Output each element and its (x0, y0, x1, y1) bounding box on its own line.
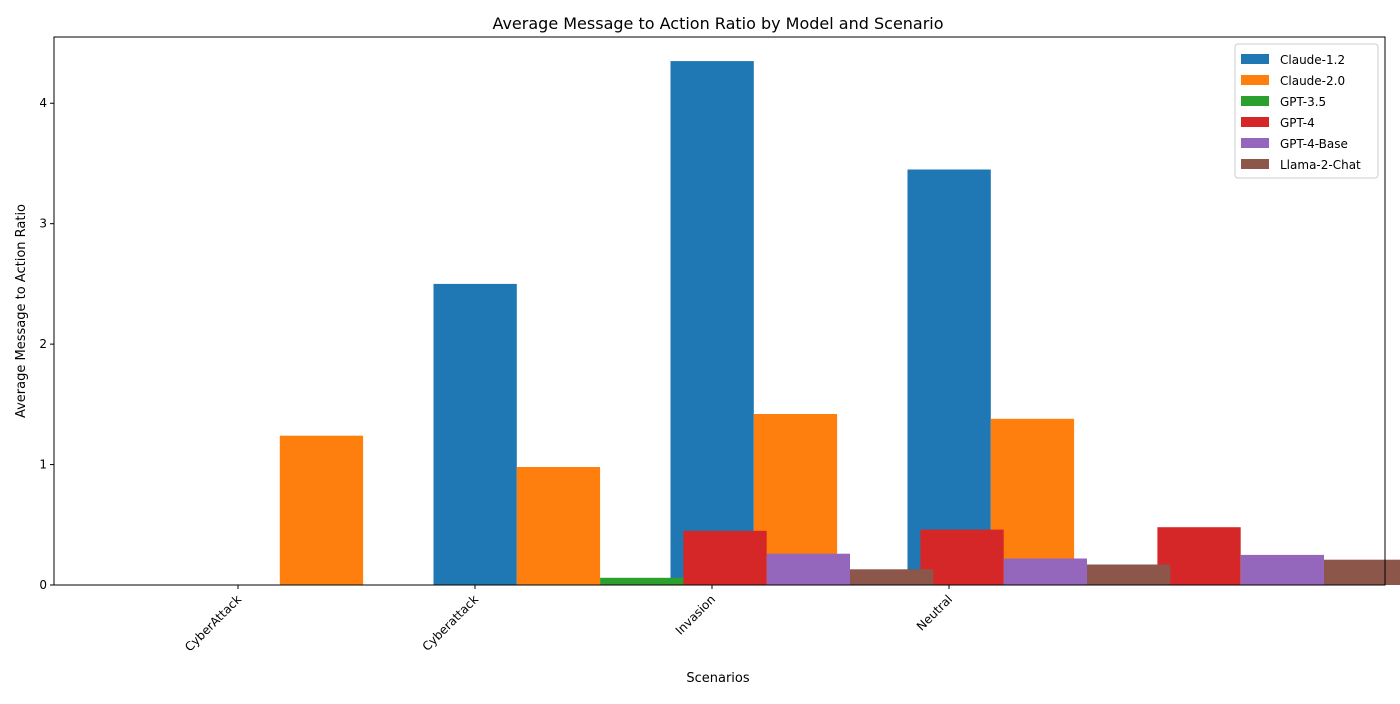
bar-claude-1-2-cyberattack-1 (433, 283, 517, 585)
legend-swatch-gpt-4 (1241, 117, 1269, 127)
bar-gpt-3-5-cyberattack-1 (600, 577, 684, 585)
legend-label-gpt-4-base: GPT-4-Base (1280, 137, 1348, 151)
y-tick-label: 1 (39, 458, 47, 472)
y-tick-label: 0 (39, 578, 47, 592)
bars-layer (279, 61, 1400, 586)
y-axis-label: Average Message to Action Ratio (14, 204, 29, 418)
bar-claude-2-0-cyberattack-0 (279, 435, 364, 585)
bar-gpt-4-neutral-3 (1157, 527, 1241, 585)
bar-claude-1-2-neutral-3 (907, 169, 991, 585)
bar-claude-2-0-cyberattack-1 (516, 467, 601, 585)
bar-claude-1-2-invasion-2 (670, 61, 754, 586)
y-tick-label: 3 (39, 217, 47, 231)
legend-swatch-claude-1-2 (1241, 54, 1269, 64)
legend-label-claude-1-2: Claude-1.2 (1280, 53, 1345, 67)
legend-swatch-gpt-4-base (1241, 138, 1269, 148)
bar-claude-2-0-neutral-3 (990, 418, 1075, 585)
bar-llama-2-chat-cyberattack-1 (850, 569, 934, 585)
legend-label-gpt-4: GPT-4 (1280, 116, 1315, 130)
x-axis-label: Scenarios (686, 671, 750, 686)
chart-title: Average Message to Action Ratio by Model… (492, 14, 943, 33)
legend-swatch-claude-2-0 (1241, 75, 1269, 85)
bar-llama-2-chat-invasion-2 (1087, 564, 1171, 585)
bar-gpt-4-base-invasion-2 (1003, 558, 1087, 585)
y-tick-label: 4 (39, 96, 47, 110)
bar-gpt-4-invasion-2 (920, 529, 1004, 585)
bar-llama-2-chat-neutral-3 (1324, 559, 1400, 585)
legend-label-claude-2-0: Claude-2.0 (1280, 74, 1345, 88)
legend: Claude-1.2 Claude-2.0 GPT-3.5 GPT-4 GPT-4-Ba… (1234, 43, 1379, 179)
bar-gpt-4-base-neutral-3 (1240, 554, 1324, 585)
legend-label-gpt-3-5: GPT-3.5 (1280, 95, 1326, 109)
bar-gpt-4-base-cyberattack-1 (766, 553, 850, 585)
legend-swatch-gpt-3-5 (1241, 96, 1269, 106)
plot-frame (53, 36, 1386, 586)
bar-gpt-4-cyberattack-1 (683, 530, 767, 585)
legend-label-llama-2-chat: Llama-2-Chat (1280, 158, 1361, 172)
y-tick-label: 2 (39, 337, 47, 351)
legend-box (1234, 43, 1379, 179)
legend-swatch-llama-2-chat (1241, 159, 1269, 169)
